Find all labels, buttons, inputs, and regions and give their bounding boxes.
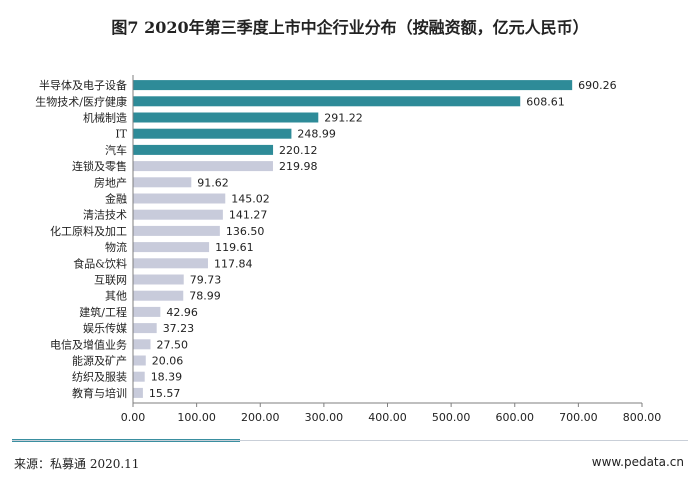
value-label: 219.98 [279, 160, 318, 173]
category-label: 房地产 [94, 175, 127, 189]
footer-site: www.pedata.cn [591, 455, 684, 469]
bar [133, 225, 220, 236]
bar [133, 128, 292, 139]
bar [133, 112, 319, 123]
value-label: 608.61 [526, 95, 565, 108]
bar [133, 177, 192, 188]
x-tick-label: 700.00 [559, 411, 598, 424]
value-label: 79.73 [190, 274, 222, 287]
bar [133, 290, 184, 301]
x-tick-label: 400.00 [368, 411, 407, 424]
category-label: 食品&饮料 [73, 256, 127, 270]
category-label: 机械制造 [83, 111, 127, 125]
value-label: 291.22 [324, 112, 363, 125]
value-label: 220.12 [279, 144, 318, 157]
value-label: 248.99 [297, 128, 336, 141]
value-label: 690.26 [578, 79, 617, 92]
category-label: 能源及矿产 [72, 354, 127, 368]
category-label: 化工原料及加工 [50, 224, 127, 238]
x-tick-label: 0.00 [121, 411, 146, 424]
value-label: 42.96 [166, 306, 198, 319]
bar [133, 371, 145, 382]
category-label: 生物技术/医疗健康 [35, 94, 127, 108]
category-label: 汽车 [105, 143, 127, 157]
x-tick-label: 300.00 [305, 411, 344, 424]
value-label: 136.50 [226, 225, 265, 238]
category-label: 物流 [105, 240, 127, 254]
category-label: 其他 [105, 290, 127, 303]
bar [133, 193, 226, 204]
footer-source: 来源：私募通 2020.11 [14, 457, 140, 471]
value-label: 141.27 [229, 209, 268, 222]
bar [133, 80, 573, 91]
category-label: 金融 [105, 192, 127, 206]
footer-divider [12, 440, 688, 441]
value-label: 145.02 [231, 193, 270, 206]
value-label: 37.23 [163, 322, 195, 335]
value-label: 18.39 [151, 371, 183, 384]
category-label: 清洁技术 [83, 209, 127, 222]
x-tick-label: 500.00 [432, 411, 471, 424]
category-label: 连锁及零售 [72, 159, 127, 173]
category-label: 互联网 [94, 274, 127, 287]
bar [133, 161, 273, 172]
value-label: 15.57 [149, 387, 181, 400]
category-label: 建筑/工程 [79, 305, 127, 319]
x-tick-label: 800.00 [623, 411, 662, 424]
bar [133, 355, 146, 366]
x-tick-label: 100.00 [177, 411, 216, 424]
bar [133, 323, 157, 334]
x-tick-label: 200.00 [241, 411, 280, 424]
value-label: 20.06 [152, 355, 184, 368]
bar [133, 274, 184, 285]
bar [133, 144, 274, 155]
chart-title: 图7 2020年第三季度上市中企行业分布（按融资额，亿元人民币） [111, 18, 589, 37]
category-label: 半导体及电子设备 [39, 78, 127, 92]
value-label: 117.84 [214, 257, 253, 270]
category-label: 娱乐传媒 [83, 321, 127, 335]
bar [133, 258, 208, 269]
bar [133, 339, 151, 350]
bar [133, 96, 521, 107]
x-tick-label: 600.00 [496, 411, 535, 424]
value-label: 78.99 [189, 290, 221, 303]
category-label: 教育与培训 [72, 386, 127, 400]
bar [133, 306, 161, 317]
bar [133, 209, 223, 220]
value-label: 27.50 [156, 338, 188, 351]
bar [133, 387, 143, 398]
category-label: 纺织及服装 [72, 370, 127, 384]
category-label: IT [115, 128, 127, 141]
category-label: 电信及增值业务 [50, 337, 127, 351]
value-label: 119.61 [215, 241, 254, 254]
value-label: 91.62 [197, 176, 229, 189]
bar [133, 242, 210, 253]
